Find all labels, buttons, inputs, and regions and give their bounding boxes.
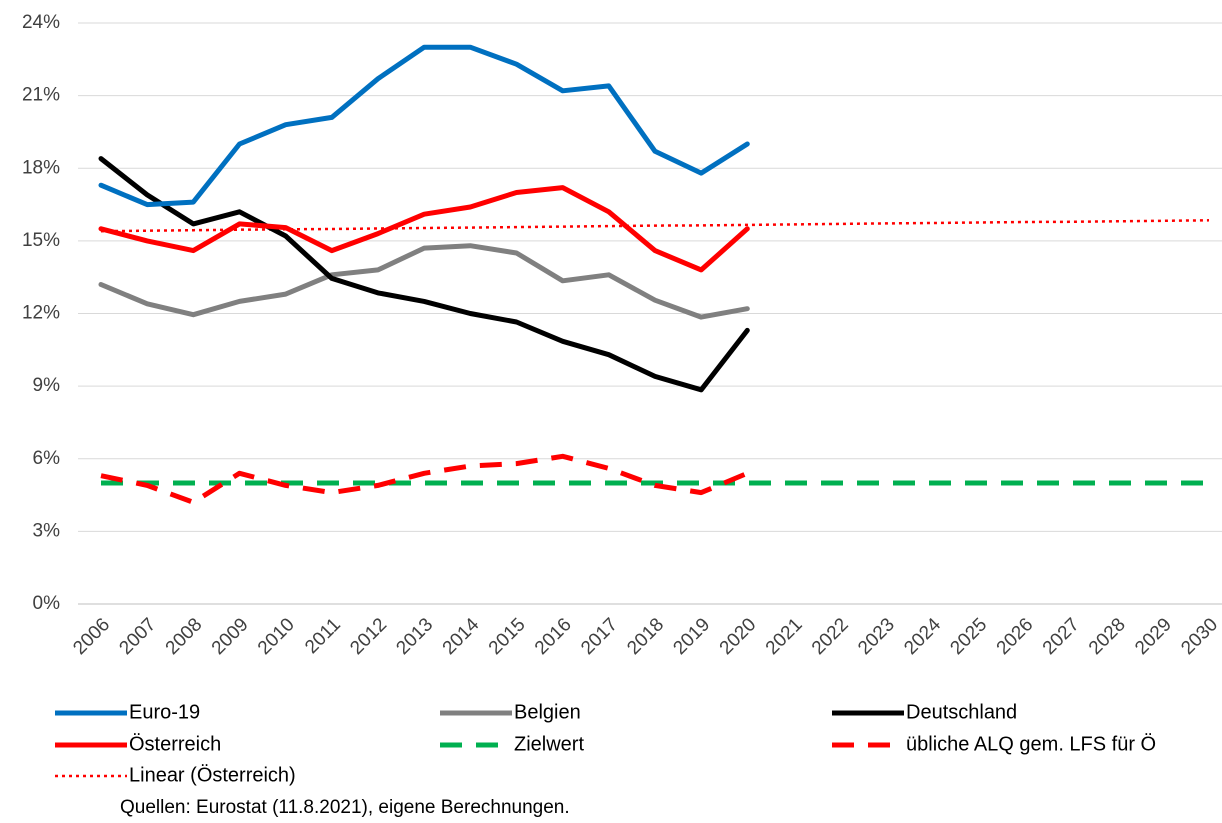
legend-label: Österreich bbox=[129, 733, 221, 755]
x-tick-label: 2023 bbox=[854, 614, 899, 659]
x-tick-label: 2018 bbox=[623, 614, 668, 659]
legend-label: Belgien bbox=[514, 701, 581, 723]
series-line bbox=[98, 156, 750, 393]
series-line bbox=[98, 44, 750, 208]
legend-label: übliche ALQ gem. LFS für Ö bbox=[906, 733, 1156, 755]
x-tick-label: 2016 bbox=[531, 614, 576, 659]
series-line bbox=[98, 243, 750, 320]
y-tick-label: 3% bbox=[33, 520, 61, 541]
legend-label: Zielwert bbox=[514, 733, 584, 755]
x-tick-label: 2030 bbox=[1177, 614, 1222, 659]
x-tick-label: 2020 bbox=[716, 614, 761, 659]
y-tick-label: 21% bbox=[22, 85, 60, 106]
y-tick-label: 6% bbox=[33, 448, 61, 469]
x-tick-label: 2011 bbox=[301, 614, 345, 658]
x-tick-label: 2024 bbox=[900, 614, 945, 659]
x-tick-label: 2021 bbox=[762, 614, 807, 659]
x-tick-label: 2010 bbox=[254, 614, 299, 659]
legend-label: Deutschland bbox=[906, 701, 1017, 723]
x-tick-label: 2029 bbox=[1131, 614, 1176, 659]
x-tick-label: 2028 bbox=[1085, 614, 1130, 659]
y-tick-label: 15% bbox=[22, 230, 60, 251]
x-tick-label: 2008 bbox=[162, 614, 207, 659]
x-tick-label: 2019 bbox=[670, 614, 715, 659]
source-note: Quellen: Eurostat (11.8.2021), eigene Be… bbox=[120, 797, 570, 818]
x-tick-label: 2017 bbox=[577, 614, 622, 659]
x-tick-label: 2022 bbox=[808, 614, 853, 659]
legend: Euro-19 Belgien Deutschland Österreich Zielw… bbox=[55, 701, 1156, 786]
legend-label: Euro-19 bbox=[129, 701, 200, 723]
x-tick-label: 2014 bbox=[439, 614, 484, 659]
x-tick-label: 2009 bbox=[208, 614, 253, 659]
x-tick-label: 2007 bbox=[116, 614, 161, 659]
y-tick-label: 18% bbox=[22, 157, 60, 178]
series-line bbox=[98, 185, 750, 273]
x-tick-label: 2006 bbox=[69, 614, 114, 659]
x-tick-label: 2013 bbox=[393, 614, 438, 659]
x-tick-label: 2027 bbox=[1039, 614, 1084, 659]
x-tick-label: 2026 bbox=[993, 614, 1038, 659]
x-tick-label: 2015 bbox=[485, 614, 530, 659]
y-tick-label: 24% bbox=[22, 12, 60, 33]
y-tick-label: 12% bbox=[22, 303, 60, 324]
x-tick-label: 2025 bbox=[947, 614, 992, 659]
y-tick-label: 0% bbox=[33, 593, 61, 614]
series-line bbox=[100, 453, 749, 505]
y-tick-label: 9% bbox=[33, 375, 61, 396]
legend-label: Linear (Österreich) bbox=[129, 764, 296, 786]
x-tick-label: 2012 bbox=[346, 614, 391, 659]
